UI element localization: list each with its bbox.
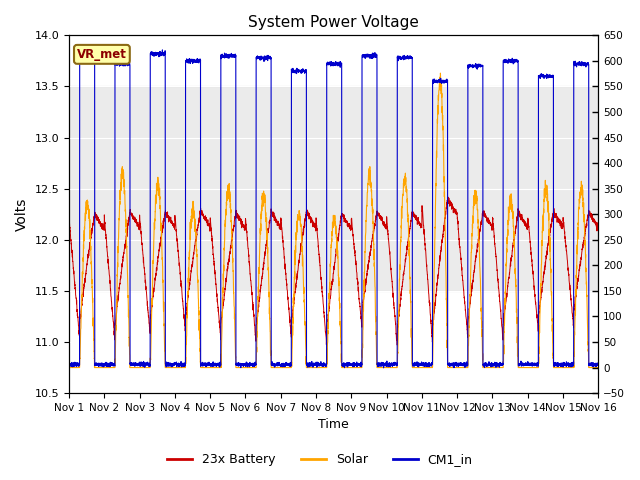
Legend: 23x Battery, Solar, CM1_in: 23x Battery, Solar, CM1_in [163, 448, 477, 471]
Title: System Power Voltage: System Power Voltage [248, 15, 419, 30]
Y-axis label: Volts: Volts [15, 198, 29, 231]
Bar [69, 86, 598, 291]
X-axis label: Time: Time [318, 419, 349, 432]
Text: VR_met: VR_met [77, 48, 127, 61]
